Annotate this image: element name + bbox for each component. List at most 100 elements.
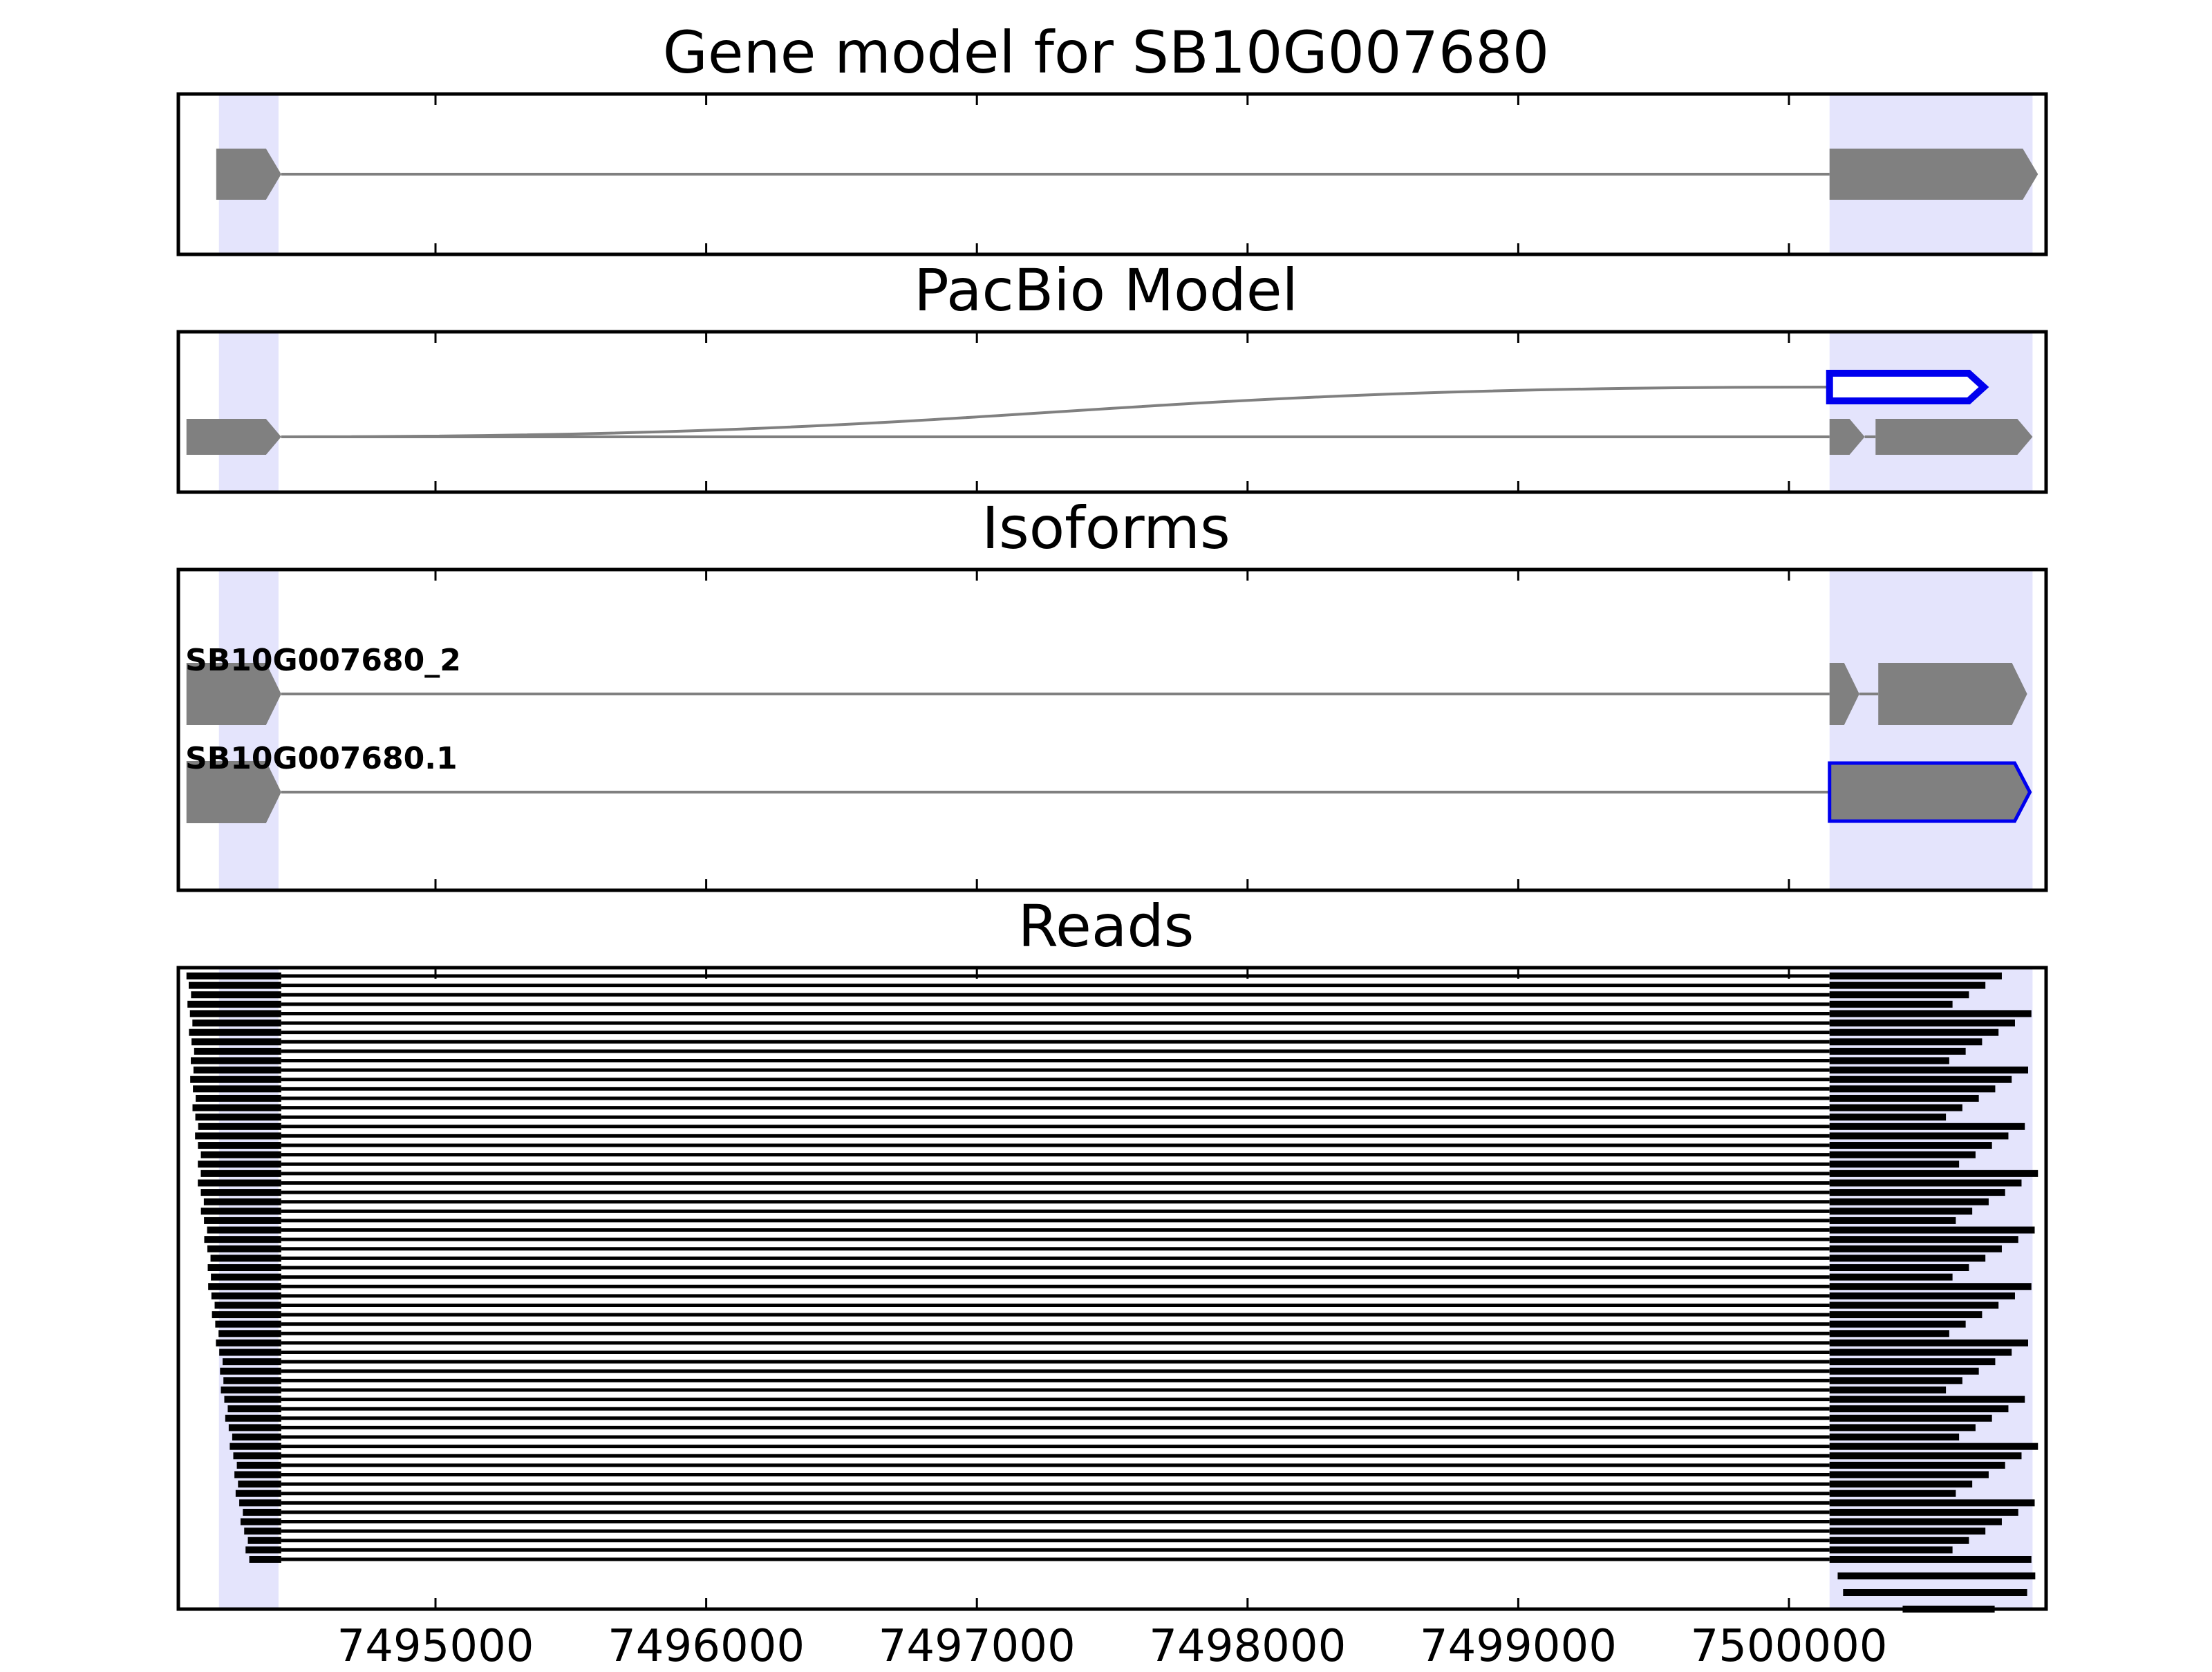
read-exon-b-33 [1829,1283,2032,1290]
read-exon-b-12 [1829,1085,1996,1093]
reads-title: Reads [1018,892,1194,960]
read-exon-a-56 [239,1499,281,1507]
read-exon-b-61 [1829,1546,1953,1554]
read-exon-b-29 [1829,1245,2002,1252]
read-exon-b-38 [1829,1330,1949,1337]
read-exon-b-50 [1829,1443,2038,1450]
read-exon-a-60 [247,1537,281,1544]
read-exon-a-34 [211,1292,281,1299]
read-exon-b-37 [1829,1320,1966,1328]
panel-frame-isoforms [176,567,2048,892]
read-exon-a-24 [203,1198,281,1205]
pacbio-selected-exon [1826,370,1989,404]
read-exon-b-4 [1829,1010,2032,1017]
read-exon-b-28 [1829,1236,2018,1243]
read-exon-a-21 [200,1170,281,1177]
x-tick-label-1: 7496000 [608,1621,805,1672]
read-exon-b-26 [1829,1217,1956,1224]
read-exon-b-60 [1829,1537,1969,1544]
read-exon-a-30 [210,1255,281,1262]
read-exon-b-20 [1829,1161,1960,1168]
read-exon-a-44 [221,1386,281,1393]
read-exon-a-46 [227,1405,281,1413]
read-exon-a-45 [224,1396,281,1403]
read-exon-b-30 [1829,1255,1986,1262]
read-exon-a-62 [249,1556,281,1563]
read-exon-b-36 [1829,1311,1983,1319]
read-exon-b-49 [1829,1434,1960,1441]
read-exon-b-13 [1829,1094,1979,1102]
read-exon-a-28 [204,1236,281,1243]
read-exon-a-61 [245,1546,281,1554]
read-exon-a-5 [192,1020,281,1027]
isoform-label-2: SB10G007680_2 [185,643,461,678]
read-exon-a-25 [200,1208,281,1215]
read-exon-b-54 [1829,1481,1973,1488]
read-exon-a-22 [198,1179,281,1187]
isoform-1-exon-0 [186,761,281,823]
x-tick-label-5: 7500000 [1690,1621,1888,1672]
read-exon-a-54 [238,1481,281,1488]
read-exon-a-48 [228,1424,281,1431]
read-exon-b-52 [1829,1461,2005,1469]
read-exon-a-51 [233,1452,281,1460]
read-exon-b-10 [1829,1067,2028,1074]
read-exon-b-9 [1829,1057,1949,1064]
read-exon-b-51 [1829,1452,2022,1460]
highlight-band-pacbio-1 [1829,332,2033,492]
pacbio-exon-2 [1875,419,2033,455]
read-exon-a-10 [193,1067,281,1074]
isoform-0-exon-2 [1878,663,2027,725]
gene-exon-0 [216,149,281,200]
read-exon-b-32 [1829,1273,1953,1281]
read-exon-a-19 [200,1151,281,1158]
read-exon-a-13 [196,1094,281,1102]
read-exon-b-15 [1829,1114,1947,1121]
read-exon-b-43 [1829,1377,1962,1384]
read-exon-a-12 [193,1085,281,1093]
read-exon-a-32 [211,1273,281,1281]
read-exon-b-31 [1829,1264,1969,1271]
isoforms-title: Isoforms [982,494,1230,562]
read-exon-b-53 [1829,1471,1989,1478]
gene-model-title: Gene model for SB10G007680 [662,19,1550,86]
read-exon-b-18 [1829,1142,1992,1149]
read-exon-a-9 [191,1057,281,1064]
read-exon-b-56 [1829,1499,2035,1507]
x-tick-label-0: 7495000 [337,1621,534,1672]
read-exon-b-16 [1829,1123,2025,1130]
read-exon-a-26 [204,1217,281,1224]
read-exon-b-22 [1829,1179,2022,1187]
read-exon-b-45 [1829,1396,2025,1403]
read-exon-a-47 [225,1414,281,1422]
pacbio-exon-1 [1829,419,1865,455]
read-exon-b-5 [1829,1020,2015,1027]
read-exon-a-35 [214,1302,281,1309]
read-exon-a-20 [198,1161,281,1168]
read-exon-a-18 [198,1142,281,1149]
highlight-band-pacbio-0 [218,332,279,492]
isoform-label-1: SB10G007680.1 [185,741,458,776]
pacbio-model-title: PacBio Model [914,256,1298,324]
read-exon-a-57 [243,1508,281,1516]
read-exon-b-35 [1829,1302,1999,1309]
read-exon-b-19 [1829,1151,1976,1158]
isoform-1-selected-exon [1828,761,2032,823]
read-exon-a-59 [244,1528,281,1535]
read-exon-b-41 [1829,1358,1996,1366]
read-exon-a-52 [236,1461,281,1469]
panel-frame-gene [176,92,2048,256]
read-exon-a-27 [207,1226,281,1234]
read-exon-b-1 [1829,981,1986,989]
read-exon-a-4 [189,1010,281,1017]
read-exon-b-47 [1829,1414,1992,1422]
read-exon-b-57 [1829,1508,2018,1516]
read-exon-a-7 [191,1038,281,1046]
read-exon-b-23 [1829,1189,2005,1196]
read-exon-a-36 [212,1311,281,1319]
read-exon-b-21 [1829,1170,2038,1177]
read-exon-b-58 [1829,1518,2002,1525]
read-exon-a-38 [218,1330,281,1337]
